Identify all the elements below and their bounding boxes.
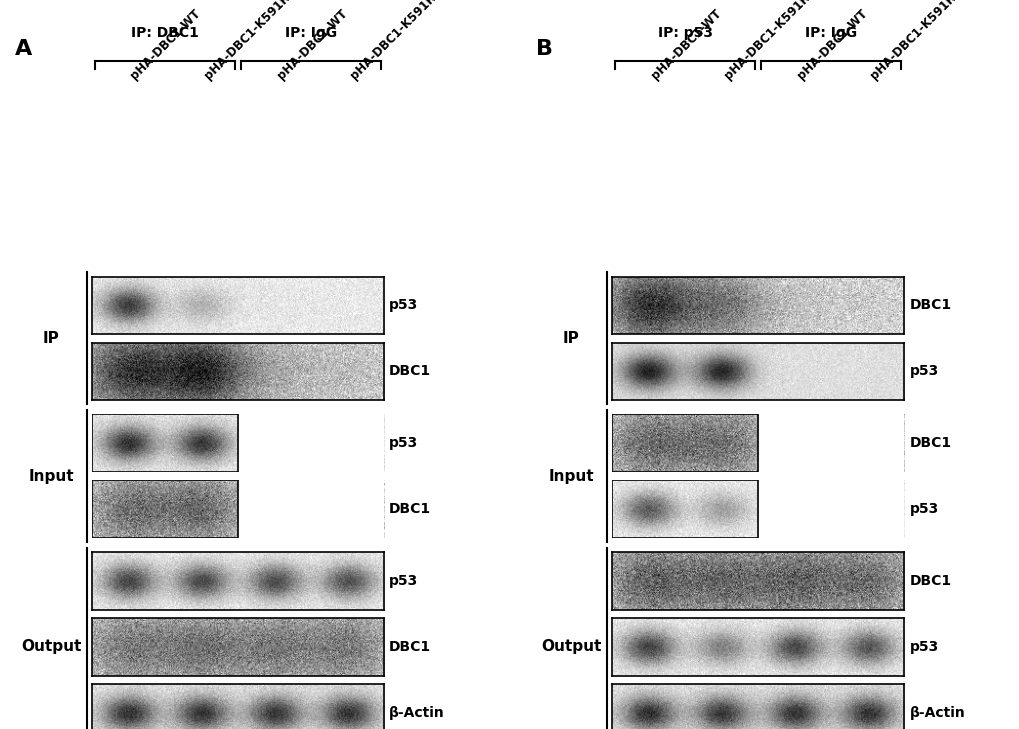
Text: IP: IP <box>562 331 579 346</box>
Text: Input: Input <box>29 469 73 483</box>
Text: Output: Output <box>20 639 82 655</box>
Text: DBC1: DBC1 <box>389 364 431 378</box>
Text: β-Actin: β-Actin <box>389 706 444 720</box>
Text: DBC1: DBC1 <box>389 502 431 516</box>
Text: p53: p53 <box>909 364 937 378</box>
Text: p53: p53 <box>909 502 937 516</box>
Text: DBC1: DBC1 <box>909 298 951 312</box>
Text: β-Actin: β-Actin <box>909 706 964 720</box>
Bar <box>92 414 237 472</box>
Text: pHA-DBC1-K591R: pHA-DBC1-K591R <box>347 0 438 82</box>
Text: p53: p53 <box>909 640 937 654</box>
Bar <box>237 480 384 538</box>
Text: pHA-DBC1-WT: pHA-DBC1-WT <box>794 7 869 82</box>
Text: IP: DBC1: IP: DBC1 <box>130 26 199 40</box>
Text: pHA-DBC1-WT: pHA-DBC1-WT <box>274 7 350 82</box>
Text: DBC1: DBC1 <box>909 436 951 450</box>
Bar <box>757 414 904 472</box>
Text: pHA-DBC1-WT: pHA-DBC1-WT <box>128 7 203 82</box>
Text: Input: Input <box>548 469 593 483</box>
Bar <box>92 480 237 538</box>
Text: IP: IP <box>43 331 59 346</box>
Bar <box>611 414 757 472</box>
Text: B: B <box>535 39 552 59</box>
Text: DBC1: DBC1 <box>909 574 951 588</box>
Text: pHA-DBC1-K591R: pHA-DBC1-K591R <box>201 0 292 82</box>
Text: pHA-DBC1-WT: pHA-DBC1-WT <box>648 7 722 82</box>
Text: IP: IgG: IP: IgG <box>804 26 856 40</box>
Text: DBC1: DBC1 <box>389 640 431 654</box>
Bar <box>611 480 757 538</box>
Text: A: A <box>15 39 33 59</box>
Bar <box>237 414 384 472</box>
Text: IP: p53: IP: p53 <box>657 26 712 40</box>
Text: p53: p53 <box>389 436 418 450</box>
Text: pHA-DBC1-K591R: pHA-DBC1-K591R <box>720 0 812 82</box>
Bar <box>757 480 904 538</box>
Text: p53: p53 <box>389 574 418 588</box>
Text: pHA-DBC1-K591R: pHA-DBC1-K591R <box>867 0 958 82</box>
Text: p53: p53 <box>389 298 418 312</box>
Text: IP: IgG: IP: IgG <box>284 26 336 40</box>
Text: Output: Output <box>540 639 601 655</box>
